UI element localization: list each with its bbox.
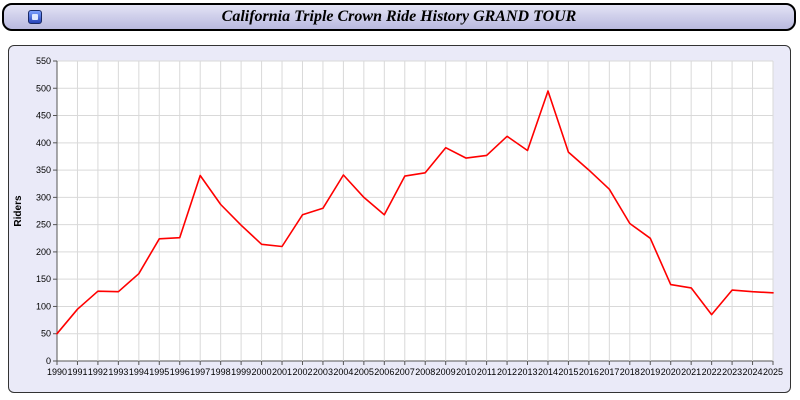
app-icon[interactable] (28, 10, 42, 24)
svg-text:2025: 2025 (763, 367, 783, 377)
svg-text:350: 350 (36, 165, 51, 175)
svg-text:500: 500 (36, 83, 51, 93)
svg-text:2020: 2020 (661, 367, 681, 377)
svg-text:1993: 1993 (108, 367, 128, 377)
svg-text:1994: 1994 (129, 367, 149, 377)
svg-text:2005: 2005 (354, 367, 374, 377)
svg-text:2006: 2006 (374, 367, 394, 377)
svg-text:150: 150 (36, 274, 51, 284)
svg-text:50: 50 (41, 329, 51, 339)
svg-text:100: 100 (36, 301, 51, 311)
svg-text:1996: 1996 (170, 367, 190, 377)
svg-text:2010: 2010 (456, 367, 476, 377)
svg-text:550: 550 (36, 56, 51, 66)
svg-text:1995: 1995 (149, 367, 169, 377)
window-title: California Triple Crown Ride History GRA… (221, 8, 577, 25)
svg-text:2004: 2004 (333, 367, 353, 377)
svg-text:2012: 2012 (497, 367, 517, 377)
svg-text:2022: 2022 (702, 367, 722, 377)
svg-text:2021: 2021 (681, 367, 701, 377)
svg-text:2013: 2013 (517, 367, 537, 377)
svg-text:450: 450 (36, 111, 51, 121)
chart-panel: 0 50 100 150 200 250 300 350 400 450 500 550 1990 199… (8, 45, 791, 393)
svg-text:2011: 2011 (477, 367, 496, 377)
svg-text:2019: 2019 (640, 367, 660, 377)
svg-text:2015: 2015 (558, 367, 578, 377)
svg-text:2018: 2018 (620, 367, 640, 377)
svg-text:2002: 2002 (292, 367, 312, 377)
svg-text:2016: 2016 (579, 367, 599, 377)
svg-text:2003: 2003 (313, 367, 333, 377)
svg-text:Riders: Riders (13, 195, 24, 227)
svg-text:300: 300 (36, 192, 51, 202)
svg-text:1991: 1991 (67, 367, 87, 377)
svg-text:250: 250 (36, 220, 51, 230)
svg-text:2001: 2001 (272, 367, 292, 377)
svg-text:1998: 1998 (211, 367, 231, 377)
svg-text:200: 200 (36, 247, 51, 257)
svg-text:2024: 2024 (743, 367, 763, 377)
svg-text:1997: 1997 (190, 367, 210, 377)
title-bar: California Triple Crown Ride History GRA… (2, 3, 796, 31)
svg-text:2007: 2007 (395, 367, 415, 377)
svg-text:2014: 2014 (538, 367, 558, 377)
svg-text:2009: 2009 (436, 367, 456, 377)
svg-text:1990: 1990 (47, 367, 67, 377)
svg-text:1992: 1992 (88, 367, 108, 377)
svg-text:1999: 1999 (231, 367, 251, 377)
svg-text:2023: 2023 (722, 367, 742, 377)
svg-text:0: 0 (46, 356, 51, 366)
svg-text:2000: 2000 (252, 367, 272, 377)
svg-text:400: 400 (36, 138, 51, 148)
svg-text:2008: 2008 (415, 367, 435, 377)
svg-text:2017: 2017 (599, 367, 619, 377)
